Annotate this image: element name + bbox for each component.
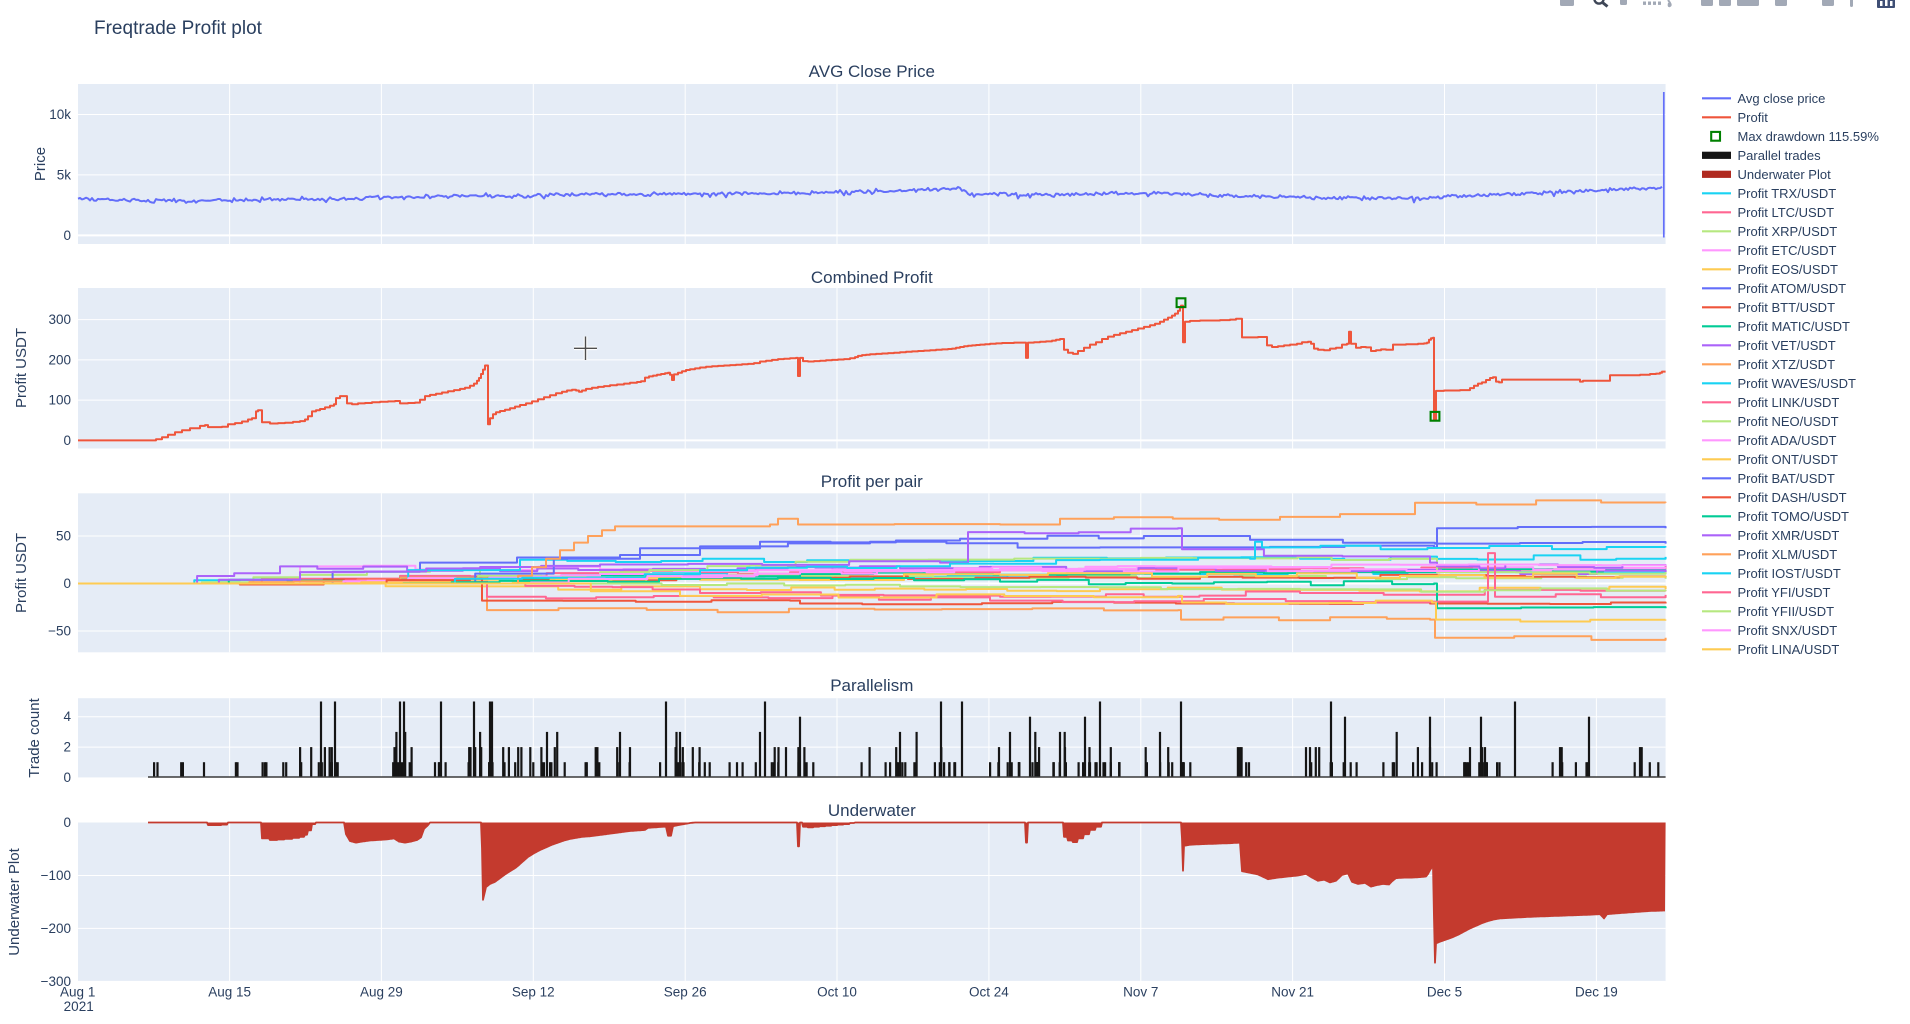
svg-text:Parallel trades: Parallel trades [1738, 148, 1822, 163]
svg-text:Profit XTZ/USDT: Profit XTZ/USDT [1738, 357, 1836, 372]
svg-text:Profit XMR/USDT: Profit XMR/USDT [1738, 528, 1840, 543]
svg-text:50: 50 [56, 529, 71, 544]
svg-text:Profit TOMO/USDT: Profit TOMO/USDT [1738, 509, 1850, 524]
svg-text:Profit TRX/USDT: Profit TRX/USDT [1738, 186, 1837, 201]
svg-text:Profit USDT: Profit USDT [13, 533, 30, 613]
svg-text:Profit: Profit [1738, 110, 1769, 125]
svg-text:Nov 21: Nov 21 [1271, 985, 1314, 1000]
svg-text:Nov 7: Nov 7 [1123, 985, 1158, 1000]
svg-text:Profit IOST/USDT: Profit IOST/USDT [1738, 566, 1841, 581]
svg-text:Profit YFII/USDT: Profit YFII/USDT [1738, 604, 1835, 619]
svg-text:Avg close price: Avg close price [1738, 91, 1826, 106]
svg-text:Price: Price [32, 147, 49, 181]
svg-text:Oct 10: Oct 10 [817, 985, 857, 1000]
svg-text:10k: 10k [49, 107, 71, 122]
svg-text:−200: −200 [41, 921, 71, 936]
svg-text:5k: 5k [57, 167, 72, 182]
svg-text:Profit XRP/USDT: Profit XRP/USDT [1738, 224, 1838, 239]
svg-text:0: 0 [63, 576, 71, 591]
svg-text:Profit EOS/USDT: Profit EOS/USDT [1738, 262, 1838, 277]
svg-text:200: 200 [48, 352, 71, 367]
svg-text:Profit USDT: Profit USDT [13, 328, 30, 408]
svg-text:Aug 15: Aug 15 [208, 985, 251, 1000]
svg-text:Profit WAVES/USDT: Profit WAVES/USDT [1738, 376, 1857, 391]
svg-text:0: 0 [63, 770, 71, 785]
svg-text:0: 0 [63, 433, 71, 448]
svg-text:Dec 19: Dec 19 [1575, 985, 1618, 1000]
svg-text:Freqtrade Profit plot: Freqtrade Profit plot [94, 18, 263, 39]
svg-text:2021: 2021 [64, 999, 94, 1014]
svg-text:Profit SNX/USDT: Profit SNX/USDT [1738, 623, 1838, 638]
svg-text:Profit BAT/USDT: Profit BAT/USDT [1738, 471, 1835, 486]
svg-text:Underwater Plot: Underwater Plot [1738, 167, 1832, 182]
svg-text:Profit DASH/USDT: Profit DASH/USDT [1738, 490, 1847, 505]
svg-text:Sep 12: Sep 12 [512, 985, 555, 1000]
svg-text:Oct 24: Oct 24 [969, 985, 1009, 1000]
svg-text:−50: −50 [48, 624, 71, 639]
svg-text:4: 4 [63, 709, 71, 724]
svg-text:Sep 26: Sep 26 [664, 985, 707, 1000]
svg-text:Max drawdown 115.59%: Max drawdown 115.59% [1738, 129, 1880, 144]
svg-text:Profit NEO/USDT: Profit NEO/USDT [1738, 414, 1839, 429]
svg-text:AVG Close Price: AVG Close Price [809, 62, 935, 81]
svg-text:Trade count: Trade count [26, 697, 43, 777]
svg-text:Profit ATOM/USDT: Profit ATOM/USDT [1738, 281, 1847, 296]
svg-text:Underwater Plot: Underwater Plot [6, 847, 23, 955]
svg-text:Dec 5: Dec 5 [1427, 985, 1462, 1000]
svg-text:Profit MATIC/USDT: Profit MATIC/USDT [1738, 319, 1850, 334]
svg-text:Underwater: Underwater [828, 801, 916, 820]
svg-text:Profit ONT/USDT: Profit ONT/USDT [1738, 452, 1838, 467]
svg-text:Profit YFI/USDT: Profit YFI/USDT [1738, 585, 1831, 600]
svg-text:0: 0 [63, 228, 71, 243]
svg-text:300: 300 [48, 312, 71, 327]
svg-text:Aug 29: Aug 29 [360, 985, 403, 1000]
svg-text:Profit ETC/USDT: Profit ETC/USDT [1738, 243, 1837, 258]
svg-text:Profit BTT/USDT: Profit BTT/USDT [1738, 300, 1836, 315]
svg-text:Profit LINA/USDT: Profit LINA/USDT [1738, 642, 1840, 657]
svg-text:Profit per pair: Profit per pair [821, 472, 923, 491]
svg-text:−100: −100 [41, 868, 71, 883]
svg-text:2: 2 [63, 740, 71, 755]
svg-text:Profit ADA/USDT: Profit ADA/USDT [1738, 433, 1837, 448]
svg-text:Profit XLM/USDT: Profit XLM/USDT [1738, 547, 1838, 562]
svg-text:Aug 1: Aug 1 [60, 985, 95, 1000]
svg-text:Profit LTC/USDT: Profit LTC/USDT [1738, 205, 1835, 220]
svg-text:0: 0 [63, 815, 71, 830]
svg-text:Combined Profit: Combined Profit [811, 268, 933, 287]
svg-text:100: 100 [48, 393, 71, 408]
svg-text:−300: −300 [41, 974, 71, 989]
svg-text:Profit VET/USDT: Profit VET/USDT [1738, 338, 1836, 353]
svg-text:Profit LINK/USDT: Profit LINK/USDT [1738, 395, 1840, 410]
svg-text:Parallelism: Parallelism [830, 676, 913, 695]
